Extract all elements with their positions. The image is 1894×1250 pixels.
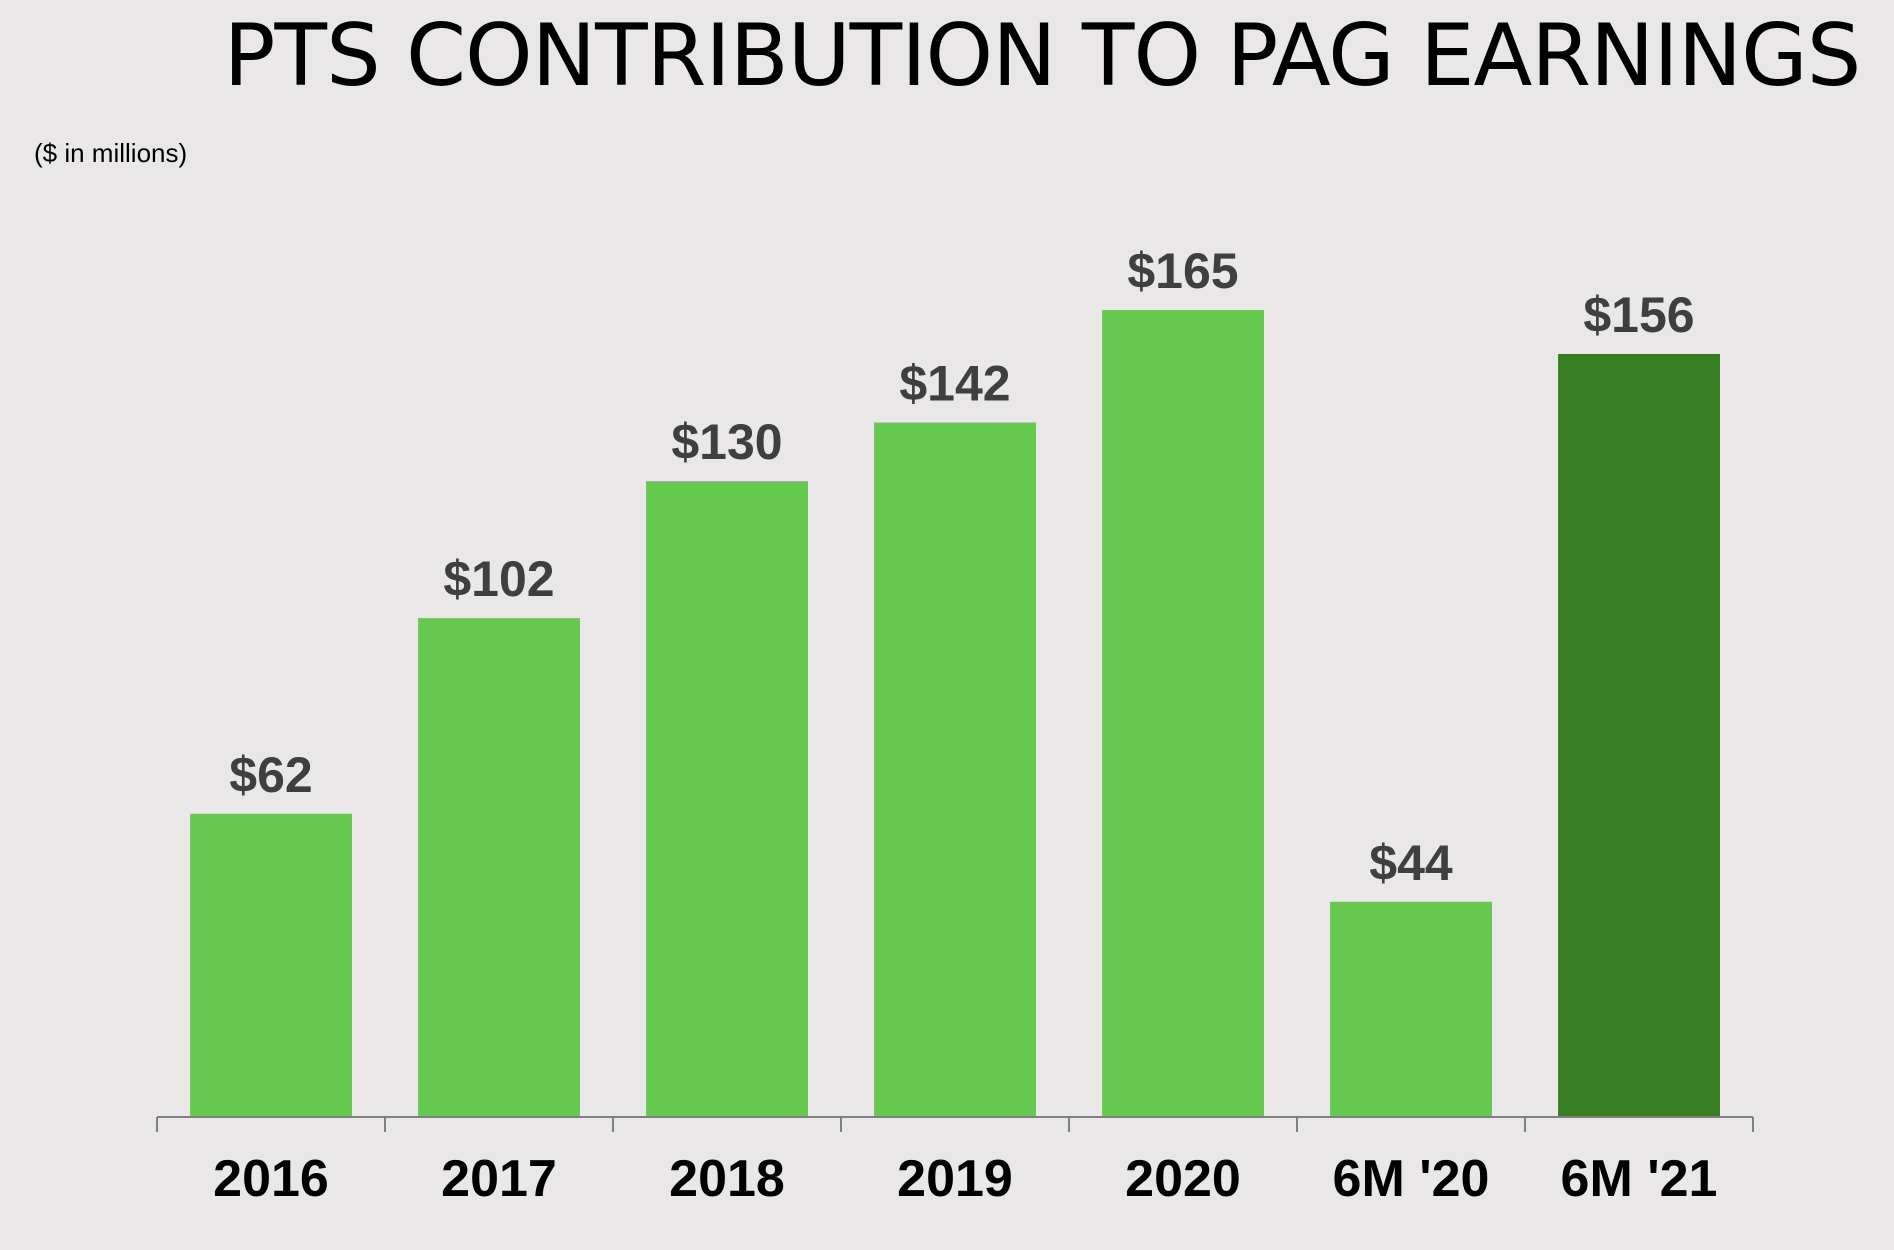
data-label: $130 xyxy=(671,414,782,470)
bar-2016 xyxy=(190,813,352,1117)
x-tick-label: 6M '20 xyxy=(1333,1150,1490,1208)
bar-6m-21 xyxy=(1558,354,1720,1117)
bar-6m-20 xyxy=(1330,901,1492,1117)
data-label: $102 xyxy=(443,551,554,607)
bars-group xyxy=(190,310,1720,1117)
bar-2018 xyxy=(646,481,808,1117)
data-label: $156 xyxy=(1583,287,1694,343)
data-label: $142 xyxy=(899,356,1010,412)
data-label: $62 xyxy=(229,747,312,803)
x-tick-label: 6M '21 xyxy=(1561,1150,1718,1208)
bar-2019 xyxy=(874,422,1036,1117)
chart-title: PTS CONTRIBUTION TO PAG EARNINGS xyxy=(223,6,1862,106)
x-tick-label: 2018 xyxy=(669,1150,785,1208)
x-tick-label: 2020 xyxy=(1125,1150,1241,1208)
x-tick-label: 2016 xyxy=(213,1150,329,1208)
data-label: $44 xyxy=(1369,835,1453,891)
x-axis xyxy=(156,1116,1754,1132)
bar-2020 xyxy=(1102,310,1264,1117)
tick-labels-group: 2016 2017 2018 2019 2020 6M '20 6M '21 xyxy=(213,1150,1717,1208)
bar-2017 xyxy=(418,618,580,1117)
data-labels-group: $62 $102 $130 $142 $165 $44 $156 xyxy=(229,243,1694,891)
x-tick-label: 2019 xyxy=(897,1150,1013,1208)
chart-subtitle: ($ in millions) xyxy=(34,138,188,168)
x-tick-label: 2017 xyxy=(441,1150,557,1208)
data-label: $165 xyxy=(1127,243,1238,299)
